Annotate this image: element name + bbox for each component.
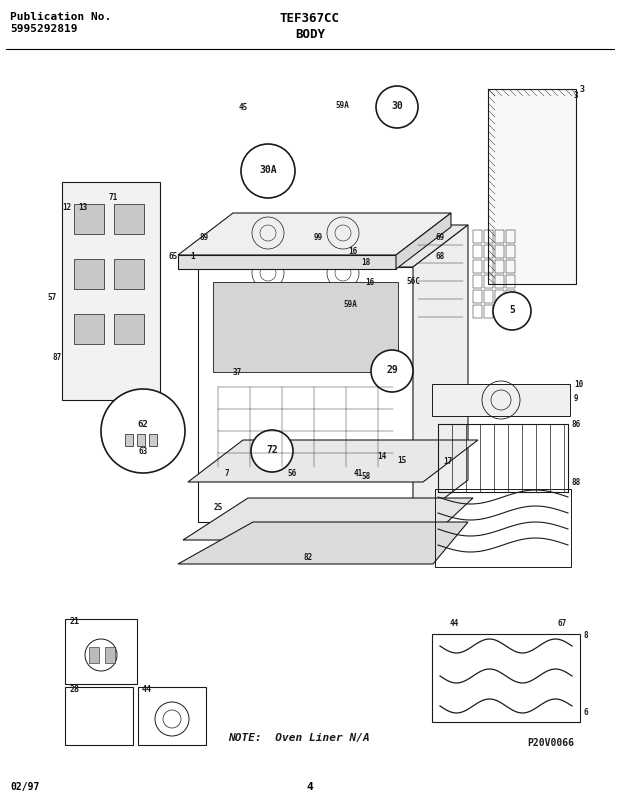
Polygon shape <box>178 522 468 565</box>
Text: 63: 63 <box>138 447 148 456</box>
Text: 6: 6 <box>583 707 588 716</box>
Text: 30: 30 <box>391 101 403 111</box>
Text: 29: 29 <box>386 365 398 374</box>
Text: 15: 15 <box>397 456 407 465</box>
Text: Publication No.: Publication No. <box>10 12 111 22</box>
Text: 82: 82 <box>303 552 312 562</box>
Text: 37: 37 <box>232 368 242 377</box>
Text: 10: 10 <box>574 380 583 389</box>
Polygon shape <box>89 647 99 663</box>
Polygon shape <box>125 434 133 446</box>
Text: 16: 16 <box>348 247 358 256</box>
Polygon shape <box>114 259 144 290</box>
Polygon shape <box>396 214 451 270</box>
Text: 72: 72 <box>266 444 278 454</box>
Text: 9: 9 <box>574 393 578 402</box>
Text: BODY: BODY <box>295 28 325 41</box>
Text: 13: 13 <box>78 202 87 211</box>
Text: 87: 87 <box>52 353 61 362</box>
Text: 16: 16 <box>365 278 374 287</box>
Text: 59A: 59A <box>343 300 357 309</box>
Polygon shape <box>213 283 398 373</box>
Text: 65: 65 <box>169 252 177 261</box>
Text: 89: 89 <box>200 232 208 241</box>
Polygon shape <box>74 259 104 290</box>
Text: 58: 58 <box>361 472 371 481</box>
Text: TEF367CC: TEF367CC <box>280 12 340 25</box>
Text: 12: 12 <box>63 202 72 211</box>
Polygon shape <box>188 441 478 483</box>
Text: 56: 56 <box>288 469 296 478</box>
Text: 5995292819: 5995292819 <box>10 24 78 34</box>
Text: 7: 7 <box>224 469 229 478</box>
Polygon shape <box>74 315 104 344</box>
Text: NOTE:  Oven Liner N/A: NOTE: Oven Liner N/A <box>228 732 370 742</box>
Polygon shape <box>432 385 570 417</box>
Polygon shape <box>105 647 115 663</box>
Text: 67: 67 <box>558 618 567 627</box>
Text: 68: 68 <box>435 252 445 261</box>
Text: 99: 99 <box>313 232 322 241</box>
Text: 3: 3 <box>580 85 585 94</box>
Text: 3: 3 <box>574 92 578 100</box>
Polygon shape <box>488 90 576 284</box>
Polygon shape <box>183 499 473 540</box>
Circle shape <box>251 430 293 472</box>
Text: 86: 86 <box>572 419 582 429</box>
Circle shape <box>376 87 418 128</box>
Polygon shape <box>74 205 104 234</box>
Text: 5: 5 <box>509 304 515 315</box>
Polygon shape <box>114 315 144 344</box>
Text: 44: 44 <box>142 684 152 693</box>
Text: 62: 62 <box>138 420 148 429</box>
Circle shape <box>493 292 531 331</box>
Text: 25: 25 <box>213 503 223 512</box>
Text: 4: 4 <box>307 781 313 791</box>
Text: 14: 14 <box>378 452 387 461</box>
Text: 02/97: 02/97 <box>10 781 40 791</box>
Text: 30A: 30A <box>259 165 277 175</box>
Text: 59A: 59A <box>335 101 349 110</box>
Text: 57: 57 <box>47 293 56 302</box>
Polygon shape <box>178 255 396 270</box>
Polygon shape <box>114 205 144 234</box>
Circle shape <box>241 145 295 199</box>
Text: 69: 69 <box>435 232 445 241</box>
Text: P20V0066: P20V0066 <box>527 737 574 747</box>
Text: 88: 88 <box>572 478 582 487</box>
Text: 56C: 56C <box>406 277 420 286</box>
Text: 18: 18 <box>361 259 371 267</box>
Text: 21: 21 <box>69 616 79 626</box>
Polygon shape <box>413 226 468 522</box>
Circle shape <box>371 351 413 393</box>
Text: 45: 45 <box>238 104 247 112</box>
Text: 8: 8 <box>583 630 588 639</box>
Text: 28: 28 <box>69 684 79 693</box>
Text: 1: 1 <box>191 252 195 261</box>
Polygon shape <box>198 226 468 267</box>
Polygon shape <box>178 214 451 255</box>
Polygon shape <box>149 434 157 446</box>
Text: 71: 71 <box>108 194 118 202</box>
Text: 17: 17 <box>443 457 453 466</box>
Circle shape <box>101 389 185 474</box>
Polygon shape <box>137 434 145 446</box>
Text: 41: 41 <box>353 469 363 478</box>
Text: 44: 44 <box>450 618 459 627</box>
Polygon shape <box>62 183 160 401</box>
